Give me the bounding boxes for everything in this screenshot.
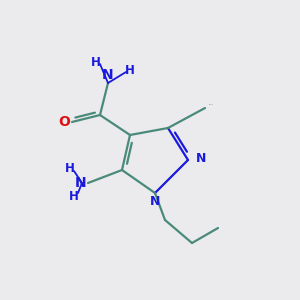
Text: H: H bbox=[125, 64, 135, 76]
Text: H: H bbox=[69, 190, 79, 202]
Text: N: N bbox=[150, 195, 160, 208]
Text: H: H bbox=[65, 161, 75, 175]
Text: methyl: methyl bbox=[209, 103, 214, 105]
Text: N: N bbox=[196, 152, 206, 164]
Text: N: N bbox=[102, 68, 114, 82]
Text: O: O bbox=[58, 115, 70, 129]
Text: H: H bbox=[91, 56, 101, 68]
Text: N: N bbox=[74, 176, 86, 190]
